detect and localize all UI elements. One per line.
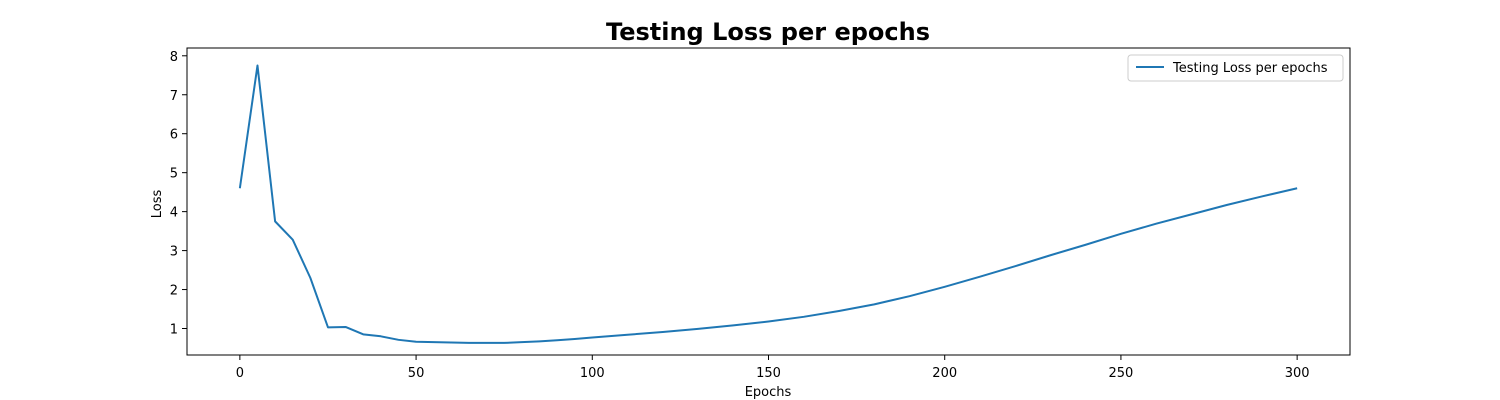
y-tick-label: 6 [170, 128, 178, 143]
y-tick-label: 8 [170, 50, 178, 65]
x-axis-label: Epochs [745, 385, 792, 400]
x-tick-label: 300 [1285, 366, 1310, 381]
x-tick-label: 0 [236, 366, 244, 381]
legend-label: Testing Loss per epochs [1172, 61, 1328, 76]
x-tick-label: 250 [1109, 366, 1134, 381]
x-axis: 0 50 100 150 200 250 300 [236, 355, 1310, 381]
x-tick-label: 150 [756, 366, 781, 381]
y-axis-label: Loss [150, 190, 165, 219]
x-tick-label: 200 [932, 366, 957, 381]
y-tick-label: 2 [170, 284, 178, 299]
x-tick-label: 100 [580, 366, 605, 381]
y-axis: 1 2 3 4 5 6 7 8 [170, 50, 187, 338]
legend-box [1127, 54, 1344, 82]
plot-frame [186, 47, 1351, 356]
y-tick-label: 5 [170, 167, 178, 182]
x-tick-label: 50 [408, 366, 425, 381]
legend: Testing Loss per epochs [1127, 54, 1344, 82]
y-tick-label: 3 [170, 245, 178, 260]
chart-title: Testing Loss per epochs [606, 18, 930, 46]
series-line-0 [238, 64, 1298, 344]
y-tick-label: 1 [170, 323, 178, 338]
y-tick-label: 4 [170, 206, 178, 221]
series-layer [238, 64, 1298, 344]
y-tick-label: 7 [170, 89, 178, 104]
